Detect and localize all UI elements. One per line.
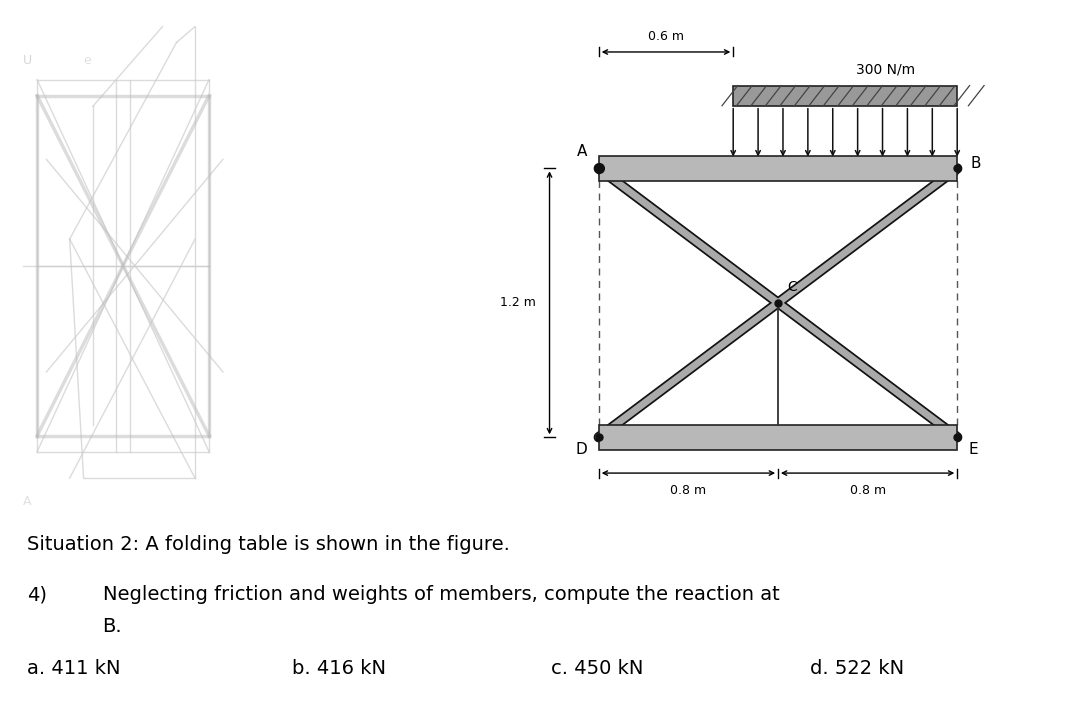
Text: 4): 4) bbox=[27, 585, 48, 604]
Text: 1.2 m: 1.2 m bbox=[500, 297, 536, 309]
Text: C: C bbox=[787, 280, 797, 294]
Text: B: B bbox=[971, 157, 981, 172]
Text: A: A bbox=[577, 144, 588, 159]
Text: B.: B. bbox=[103, 617, 122, 636]
Text: U: U bbox=[24, 54, 32, 67]
Text: Situation 2: A folding table is shown in the figure.: Situation 2: A folding table is shown in… bbox=[27, 535, 510, 554]
Bar bbox=[598, 425, 957, 449]
Text: a. 411 kN: a. 411 kN bbox=[27, 659, 121, 678]
Bar bbox=[598, 156, 957, 181]
Text: 0.8 m: 0.8 m bbox=[850, 484, 886, 498]
Text: E: E bbox=[969, 442, 978, 457]
Text: b. 416 kN: b. 416 kN bbox=[292, 659, 386, 678]
Text: 0.8 m: 0.8 m bbox=[671, 484, 706, 498]
Text: e: e bbox=[83, 54, 92, 67]
Bar bbox=[733, 85, 957, 106]
Text: D: D bbox=[576, 442, 588, 457]
Text: c. 450 kN: c. 450 kN bbox=[551, 659, 644, 678]
Text: d. 522 kN: d. 522 kN bbox=[810, 659, 904, 678]
Text: 0.6 m: 0.6 m bbox=[648, 30, 684, 43]
Text: 300 N/m: 300 N/m bbox=[856, 62, 915, 77]
Text: A: A bbox=[24, 495, 31, 508]
Text: Neglecting friction and weights of members, compute the reaction at: Neglecting friction and weights of membe… bbox=[103, 585, 780, 604]
